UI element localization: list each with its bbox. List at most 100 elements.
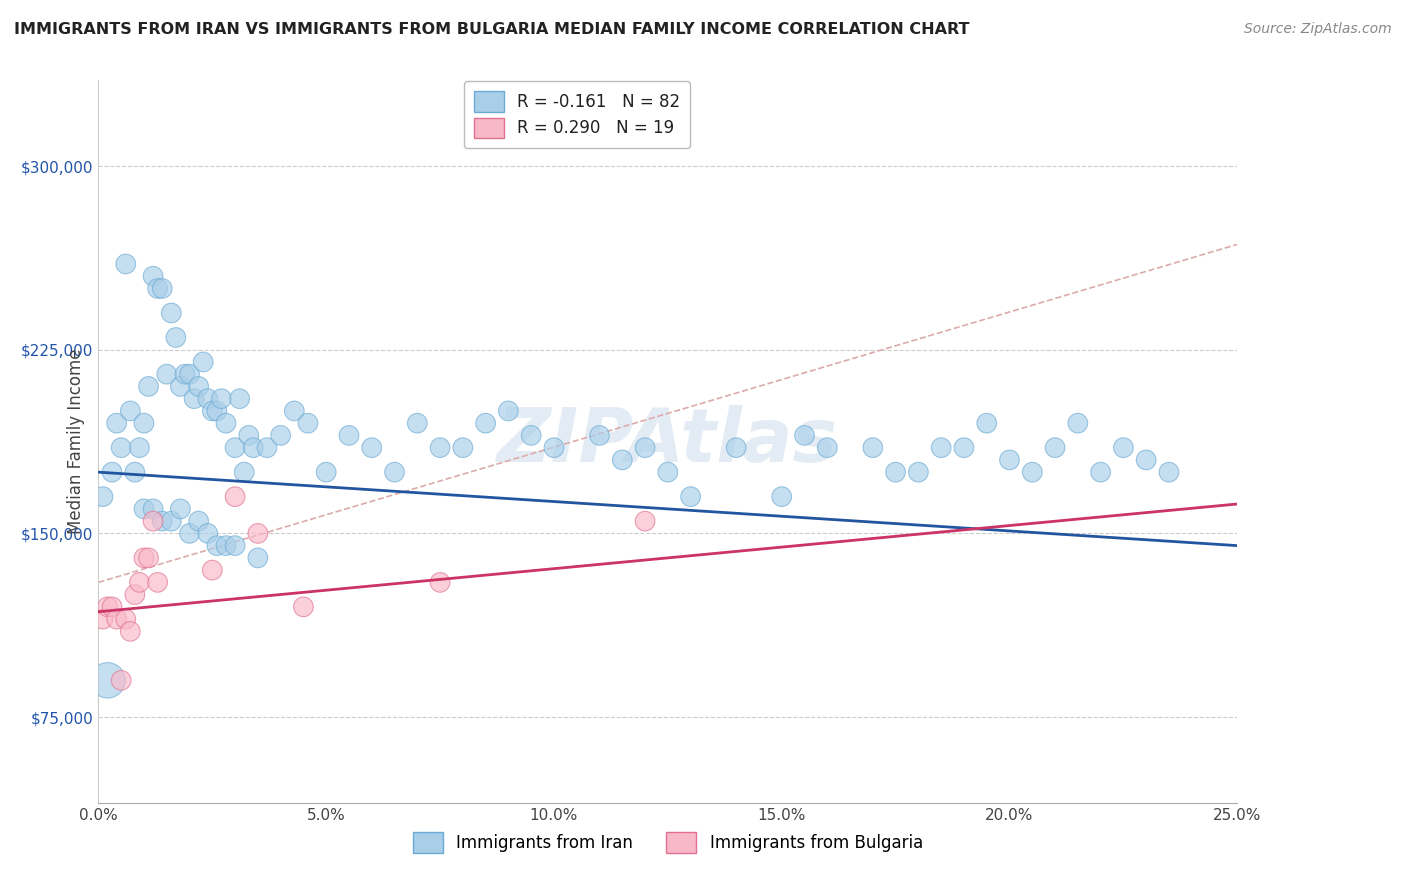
- Point: [998, 453, 1021, 467]
- Point: [246, 550, 269, 565]
- Y-axis label: Median Family Income: Median Family Income: [66, 349, 84, 534]
- Point: [297, 416, 319, 430]
- Point: [165, 330, 187, 344]
- Point: [215, 539, 238, 553]
- Point: [246, 526, 269, 541]
- Point: [1090, 465, 1112, 479]
- Point: [224, 441, 246, 455]
- Point: [138, 379, 160, 393]
- Point: [197, 392, 219, 406]
- Point: [1112, 441, 1135, 455]
- Point: [193, 355, 215, 369]
- Point: [114, 257, 136, 271]
- Text: Source: ZipAtlas.com: Source: ZipAtlas.com: [1244, 22, 1392, 37]
- Point: [209, 392, 232, 406]
- Point: [634, 441, 657, 455]
- Point: [451, 441, 474, 455]
- Point: [174, 367, 197, 381]
- Point: [315, 465, 337, 479]
- Point: [725, 441, 748, 455]
- Point: [132, 416, 155, 430]
- Point: [384, 465, 406, 479]
- Point: [132, 550, 155, 565]
- Point: [657, 465, 679, 479]
- Point: [156, 367, 179, 381]
- Point: [793, 428, 815, 442]
- Point: [976, 416, 998, 430]
- Point: [110, 441, 132, 455]
- Point: [146, 575, 169, 590]
- Point: [474, 416, 496, 430]
- Point: [1043, 441, 1066, 455]
- Point: [520, 428, 543, 442]
- Point: [815, 441, 838, 455]
- Point: [128, 575, 150, 590]
- Point: [114, 612, 136, 626]
- Point: [128, 441, 150, 455]
- Point: [1135, 453, 1157, 467]
- Point: [187, 379, 209, 393]
- Point: [169, 502, 191, 516]
- Point: [224, 490, 246, 504]
- Point: [429, 441, 451, 455]
- Point: [770, 490, 793, 504]
- Point: [256, 441, 278, 455]
- Point: [105, 416, 128, 430]
- Point: [201, 404, 224, 418]
- Point: [150, 281, 173, 295]
- Point: [215, 416, 238, 430]
- Point: [205, 404, 228, 418]
- Point: [337, 428, 360, 442]
- Point: [201, 563, 224, 577]
- Point: [160, 306, 183, 320]
- Point: [124, 588, 146, 602]
- Legend: Immigrants from Iran, Immigrants from Bulgaria: Immigrants from Iran, Immigrants from Bu…: [406, 826, 929, 860]
- Point: [612, 453, 634, 467]
- Point: [634, 514, 657, 528]
- Point: [146, 281, 169, 295]
- Point: [953, 441, 976, 455]
- Point: [160, 514, 183, 528]
- Point: [205, 539, 228, 553]
- Point: [150, 514, 173, 528]
- Point: [169, 379, 191, 393]
- Point: [224, 539, 246, 553]
- Point: [1021, 465, 1043, 479]
- Point: [179, 526, 201, 541]
- Point: [270, 428, 292, 442]
- Point: [929, 441, 952, 455]
- Point: [1157, 465, 1180, 479]
- Point: [142, 502, 165, 516]
- Point: [101, 599, 124, 614]
- Point: [110, 673, 132, 688]
- Point: [429, 575, 451, 590]
- Point: [96, 673, 118, 688]
- Point: [238, 428, 260, 442]
- Point: [588, 428, 610, 442]
- Point: [543, 441, 565, 455]
- Point: [120, 624, 142, 639]
- Point: [283, 404, 305, 418]
- Point: [242, 441, 264, 455]
- Point: [124, 465, 146, 479]
- Text: ZIPAtlas: ZIPAtlas: [498, 405, 838, 478]
- Point: [292, 599, 315, 614]
- Point: [1067, 416, 1090, 430]
- Point: [142, 269, 165, 284]
- Point: [132, 502, 155, 516]
- Point: [360, 441, 382, 455]
- Point: [884, 465, 907, 479]
- Point: [907, 465, 929, 479]
- Point: [138, 550, 160, 565]
- Point: [498, 404, 520, 418]
- Point: [142, 514, 165, 528]
- Point: [179, 367, 201, 381]
- Point: [96, 599, 118, 614]
- Point: [228, 392, 250, 406]
- Text: IMMIGRANTS FROM IRAN VS IMMIGRANTS FROM BULGARIA MEDIAN FAMILY INCOME CORRELATIO: IMMIGRANTS FROM IRAN VS IMMIGRANTS FROM …: [14, 22, 970, 37]
- Point: [233, 465, 256, 479]
- Point: [187, 514, 209, 528]
- Point: [101, 465, 124, 479]
- Point: [183, 392, 205, 406]
- Point: [862, 441, 884, 455]
